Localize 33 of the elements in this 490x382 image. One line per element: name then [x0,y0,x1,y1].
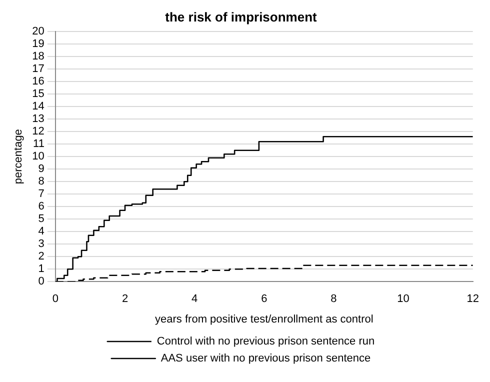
y-tick-label: 6 [38,200,44,213]
y-tick-label: 4 [38,226,44,238]
y-tick-label: 17 [32,63,44,76]
y-tick-label: 0 [38,276,44,288]
x-tick-label: 0 [52,293,58,306]
y-tick-label: 11 [33,138,44,150]
y-tick-label: 13 [32,113,44,126]
y-tick-label: 3 [38,238,44,250]
y-tick-label: 16 [32,76,44,88]
legend-label: AAS user with no previous prison sentence [160,352,371,365]
y-tick-label: 14 [32,100,44,113]
y-tick-label: 19 [32,38,44,50]
x-tick-label: 2 [122,293,128,306]
legend-label: Control with no previous prison sentence run [156,336,375,348]
y-tick-label: 20 [32,26,44,38]
y-tick-label: 1 [38,263,44,276]
x-tick-label: 12 [466,293,480,306]
y-tick-label: 12 [32,126,44,138]
y-tick-label: 10 [32,150,44,163]
y-tick-label: 5 [38,213,44,226]
x-tick-label: 6 [261,293,268,306]
x-tick-label: 10 [397,293,410,306]
x-tick-label: 8 [330,293,337,306]
y-tick-label: 2 [38,250,44,263]
y-tick-label: 18 [32,50,44,63]
y-tick-label: 9 [38,163,44,176]
chart-title: the risk of imprisonment [165,9,318,24]
y-tick-label: 15 [32,88,44,100]
x-axis-title: years from positive test/enrollment as control [155,313,374,326]
x-tick-label: 4 [192,293,198,306]
y-tick-label: 7 [38,188,44,200]
y-axis-title: percentage [12,129,25,184]
y-tick-label: 8 [38,176,44,188]
